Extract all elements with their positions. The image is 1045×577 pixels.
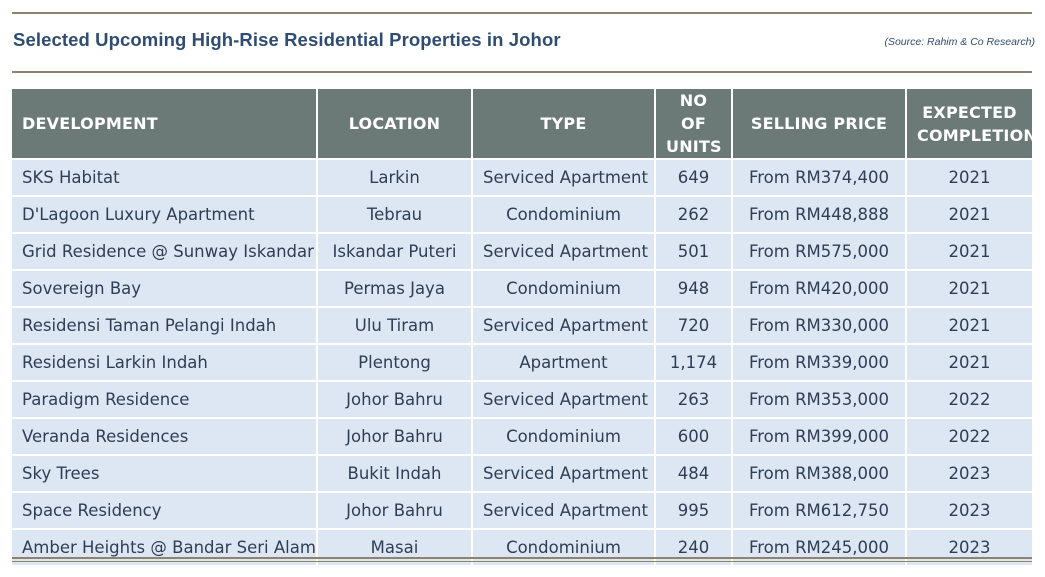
cell-completion: 2022 <box>905 417 1032 455</box>
table-row: SKS Habitat Larkin Serviced Apartment 649 Fr… <box>12 158 1032 196</box>
cell-location: Plentong <box>316 343 472 381</box>
cell-units: 600 <box>654 417 732 455</box>
cell-development: D'Lagoon Luxury Apartment <box>12 195 317 233</box>
cell-units: 240 <box>654 528 732 565</box>
header-price: SELLING PRICE <box>731 89 906 159</box>
cell-type: Serviced Apartment <box>471 306 655 344</box>
cell-units: 263 <box>654 380 732 418</box>
cell-units: 720 <box>654 306 732 344</box>
cell-location: Johor Bahru <box>316 417 472 455</box>
cell-price: From RM374,400 <box>731 158 906 196</box>
header-completion-line2: COMPLETION <box>917 125 1037 145</box>
source-note: (Source: Rahim & Co Research) <box>884 36 1035 48</box>
cell-development: Sky Trees <box>12 454 317 492</box>
table-row: Veranda Residences Johor Bahru Condominium… <box>12 417 1032 455</box>
cell-units: 501 <box>654 232 732 270</box>
bottom-rule <box>12 557 1032 559</box>
cell-development: Veranda Residences <box>12 417 317 455</box>
table-row: Amber Heights @ Bandar Seri Alam Masai Con… <box>12 528 1032 565</box>
cell-location: Permas Jaya <box>316 269 472 307</box>
cell-location: Masai <box>316 528 472 565</box>
cell-units: 948 <box>654 269 732 307</box>
page-title: Selected Upcoming High-Rise Residential … <box>13 29 561 50</box>
cell-price: From RM339,000 <box>731 343 906 381</box>
cell-type: Apartment <box>471 343 655 381</box>
cell-price: From RM353,000 <box>731 380 906 418</box>
table-row: Paradigm Residence Johor Bahru Serviced Ap… <box>12 380 1032 418</box>
cell-completion: 2021 <box>905 343 1032 381</box>
header-completion: EXPECTED COMPLETION <box>905 89 1037 159</box>
cell-price: From RM612,750 <box>731 491 906 529</box>
table-row: Residensi Taman Pelangi Indah Ulu Tiram Se… <box>12 306 1032 344</box>
cell-location: Johor Bahru <box>316 380 472 418</box>
cell-price: From RM420,000 <box>731 269 906 307</box>
cell-type: Serviced Apartment <box>471 158 655 196</box>
cell-location: Bukit Indah <box>316 454 472 492</box>
cell-development: Residensi Larkin Indah <box>12 343 317 381</box>
cell-completion: 2021 <box>905 158 1032 196</box>
header-type: TYPE <box>471 89 655 159</box>
cell-type: Condominium <box>471 269 655 307</box>
cell-location: Johor Bahru <box>316 491 472 529</box>
title-rule <box>12 71 1032 73</box>
table-row: Sovereign Bay Permas Jaya Condominium 948 Fr… <box>12 269 1032 307</box>
cell-type: Serviced Apartment <box>471 454 655 492</box>
top-rule <box>12 12 1032 14</box>
cell-units: 262 <box>654 195 732 233</box>
cell-development: SKS Habitat <box>12 158 317 196</box>
cell-type: Serviced Apartment <box>471 491 655 529</box>
cell-type: Serviced Apartment <box>471 232 655 270</box>
cell-completion: 2022 <box>905 380 1032 418</box>
cell-units: 995 <box>654 491 732 529</box>
cell-price: From RM448,888 <box>731 195 906 233</box>
cell-completion: 2023 <box>905 454 1032 492</box>
cell-development: Grid Residence @ Sunway Iskandar <box>12 232 317 270</box>
cell-units: 484 <box>654 454 732 492</box>
cell-development: Sovereign Bay <box>12 269 317 307</box>
cell-location: Larkin <box>316 158 472 196</box>
cell-price: From RM388,000 <box>731 454 906 492</box>
cell-type: Condominium <box>471 528 655 565</box>
table-header: DEVELOPMENT LOCATION TYPE NO OF UNITS SEL… <box>12 89 1037 159</box>
table-row: Sky Trees Bukit Indah Serviced Apartment 48… <box>12 454 1032 492</box>
cell-development: Amber Heights @ Bandar Seri Alam <box>12 528 317 565</box>
cell-type: Condominium <box>471 195 655 233</box>
cell-price: From RM399,000 <box>731 417 906 455</box>
header-development: DEVELOPMENT <box>12 89 317 159</box>
cell-completion: 2021 <box>905 232 1032 270</box>
table-body: SKS Habitat Larkin Serviced Apartment 649 Fr… <box>12 158 1032 565</box>
cell-type: Serviced Apartment <box>471 380 655 418</box>
header-units-line1: NO OF <box>679 91 708 133</box>
cell-development: Paradigm Residence <box>12 380 317 418</box>
cell-development: Residensi Taman Pelangi Indah <box>12 306 317 344</box>
cell-location: Ulu Tiram <box>316 306 472 344</box>
header-completion-line1: EXPECTED <box>922 102 1017 122</box>
bottom-rule-thin <box>12 561 1032 562</box>
header-row: DEVELOPMENT LOCATION TYPE NO OF UNITS SEL… <box>12 89 1037 159</box>
cell-completion: 2021 <box>905 306 1032 344</box>
table-row: Grid Residence @ Sunway Iskandar Iskandar… <box>12 232 1032 270</box>
header-location: LOCATION <box>316 89 472 159</box>
table-row: Space Residency Johor Bahru Serviced Apart… <box>12 491 1032 529</box>
cell-price: From RM330,000 <box>731 306 906 344</box>
cell-units: 649 <box>654 158 732 196</box>
cell-development: Space Residency <box>12 491 317 529</box>
cell-type: Condominium <box>471 417 655 455</box>
cell-price: From RM575,000 <box>731 232 906 270</box>
cell-completion: 2023 <box>905 528 1032 565</box>
cell-location: Tebrau <box>316 195 472 233</box>
cell-completion: 2021 <box>905 269 1032 307</box>
table-row: Residensi Larkin Indah Plentong Apartment 1… <box>12 343 1032 381</box>
cell-price: From RM245,000 <box>731 528 906 565</box>
cell-units: 1,174 <box>654 343 732 381</box>
cell-location: Iskandar Puteri <box>316 232 472 270</box>
header-units-line2: UNITS <box>666 137 722 156</box>
table-row: D'Lagoon Luxury Apartment Tebrau Condomini… <box>12 195 1032 233</box>
header-units: NO OF UNITS <box>654 89 732 159</box>
cell-completion: 2023 <box>905 491 1032 529</box>
properties-table: DEVELOPMENT LOCATION TYPE NO OF UNITS SEL… <box>12 89 1037 565</box>
cell-completion: 2021 <box>905 195 1032 233</box>
